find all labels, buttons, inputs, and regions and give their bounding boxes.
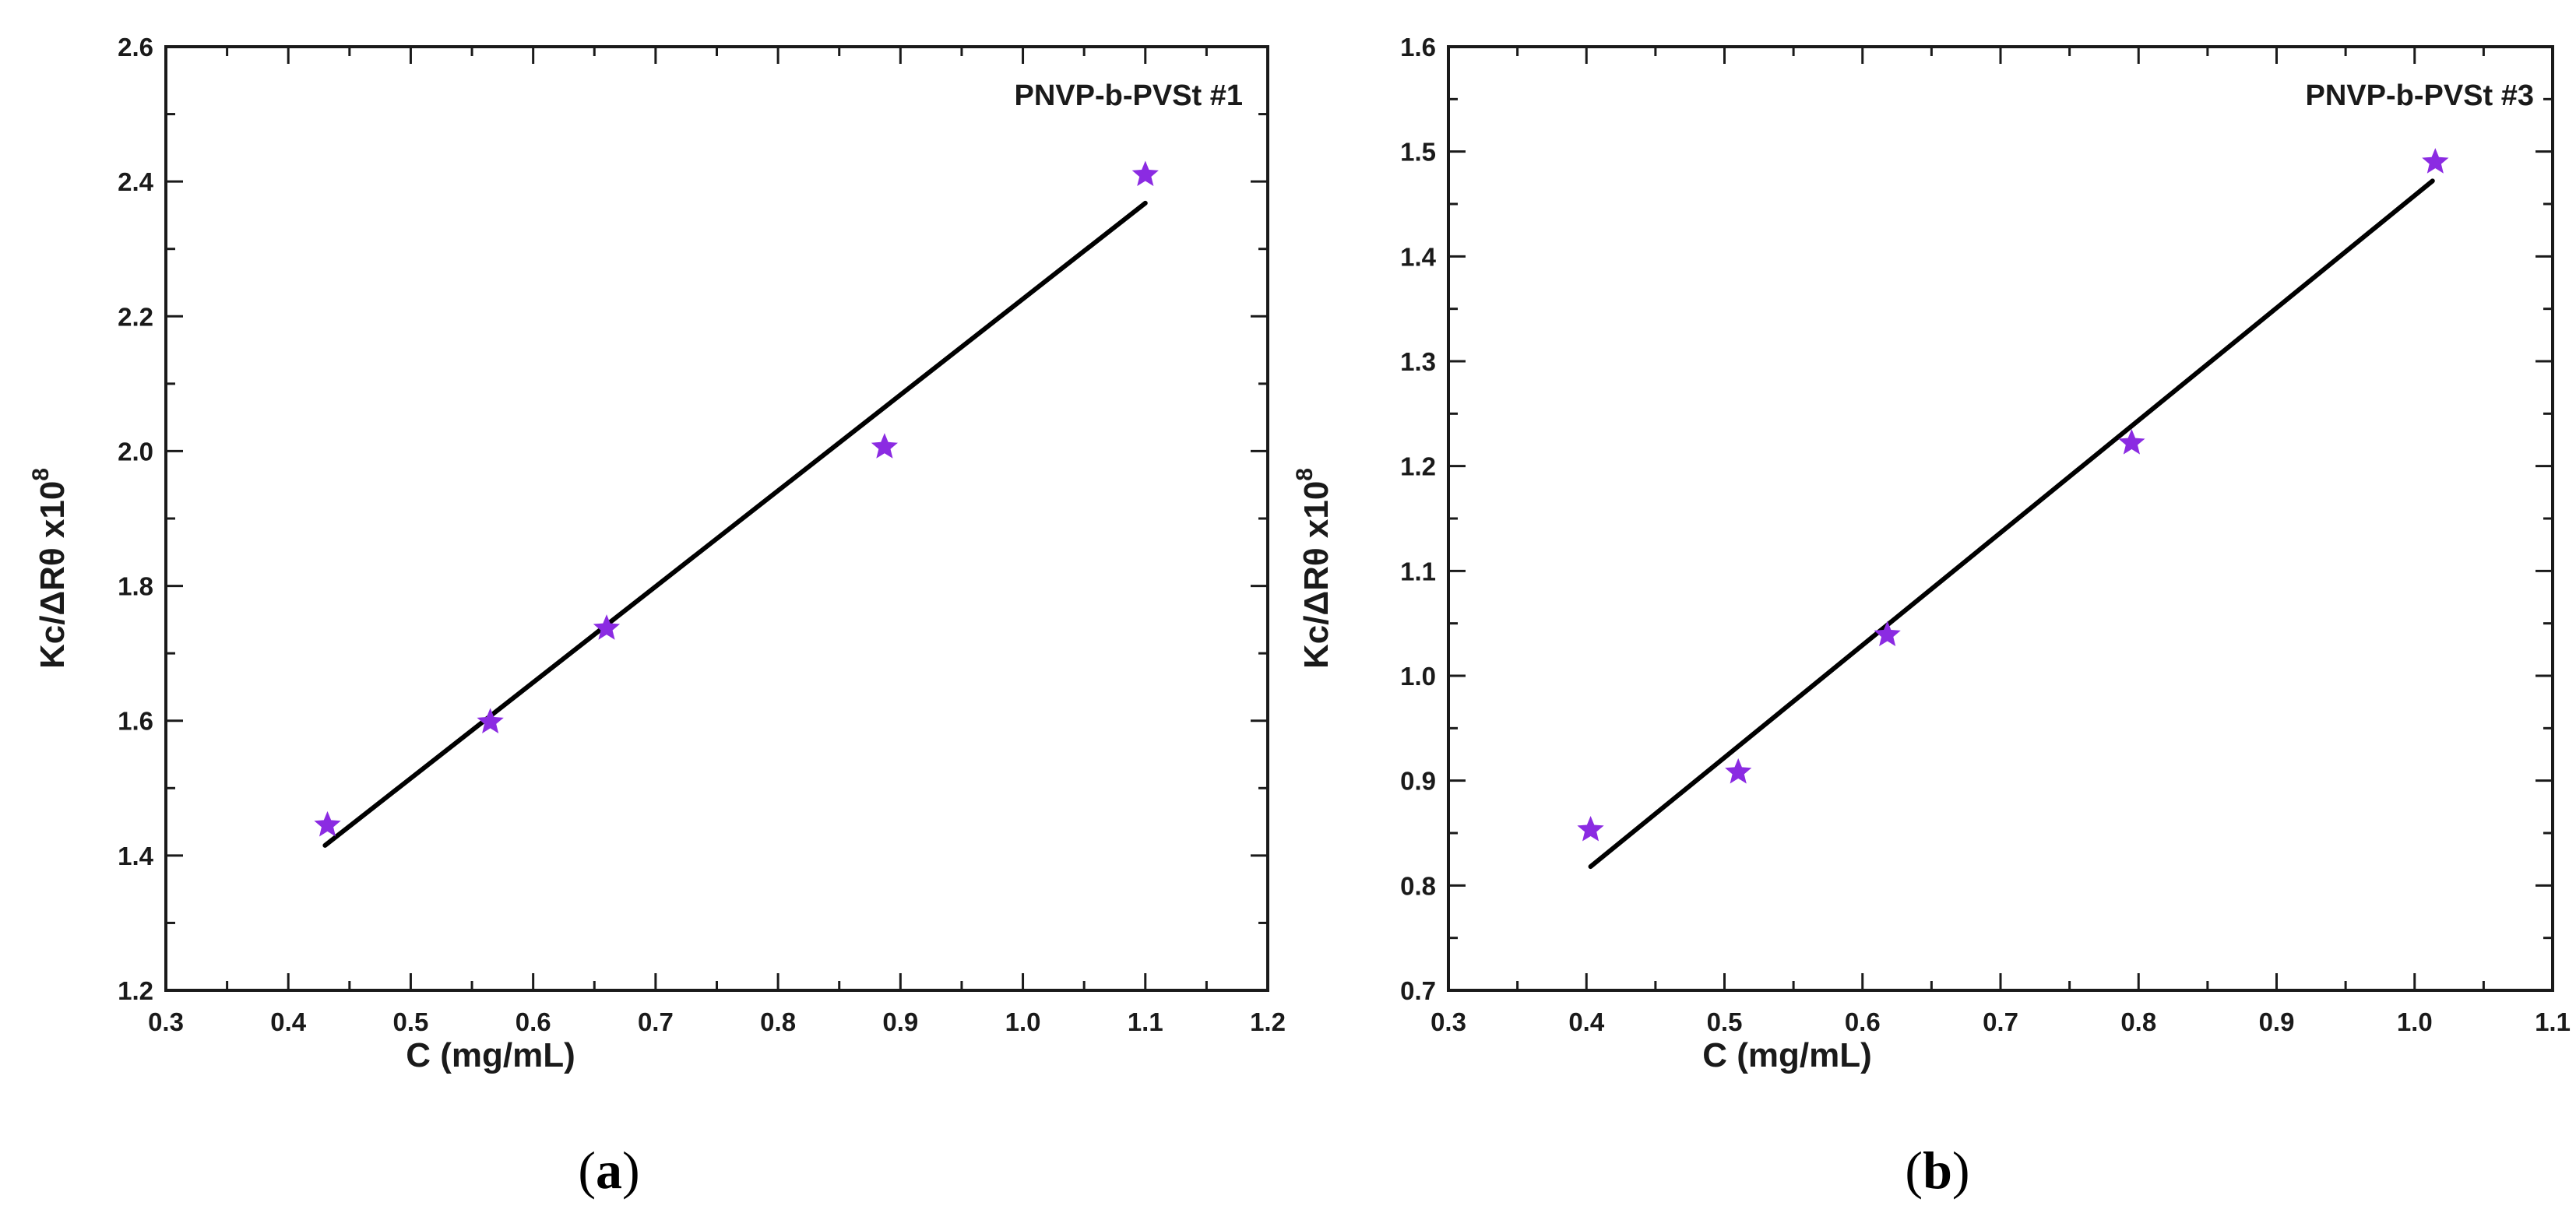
chart-a-x-tick-label: 0.3 (148, 1007, 184, 1036)
chart-b-data-point-1 (1577, 816, 1604, 842)
chart-b-y-tick-label: 1.2 (1400, 452, 1436, 481)
chart-a-y-tick-label: 2.6 (118, 33, 153, 62)
chart-b-y-tick-label: 0.9 (1400, 767, 1436, 796)
chart-b-y-axis-title-main: Kc/ΔRθ x10 (1297, 481, 1336, 669)
chart-b-y-tick-label: 1.4 (1400, 242, 1437, 271)
chart-a-data-point-1 (314, 810, 341, 837)
chart-b-data-point-5 (2422, 148, 2449, 174)
chart-panel-a: 0.3 0.4 0.5 0.6 0.7 0.8 0.9 1.0 1.1 1.2 1.2 1.4 1.6 1… (28, 33, 1286, 1200)
chart-b-y-tick-label: 1.5 (1400, 138, 1436, 167)
chart-a-data-point-2 (477, 708, 504, 733)
chart-b-y-axis-title: Kc/ΔRθ x108 (1292, 468, 1336, 669)
chart-b-x-tick-label: 0.6 (1845, 1007, 1881, 1036)
chart-b-x-tick-label: 0.7 (1983, 1007, 2018, 1036)
chart-b-x-tick-label: 0.4 (1568, 1007, 1605, 1036)
chart-b-x-tick-label: 0.5 (1707, 1007, 1743, 1036)
chart-b-x-tick-label: 1.0 (2397, 1007, 2433, 1036)
panel-a-caption-letter: a (596, 1141, 622, 1200)
chart-a-x-tick-label: 0.9 (882, 1007, 918, 1036)
chart-b-y-tick-label: 0.7 (1400, 976, 1436, 1005)
chart-a-fit-line (322, 200, 1148, 848)
chart-b-x-axis-title: C (mg/mL) (1702, 1036, 1872, 1074)
panel-b-caption: (b) (1905, 1141, 1969, 1200)
panel-b-caption-letter: b (1923, 1141, 1952, 1200)
chart-panel-b: 0.3 0.4 0.5 0.6 0.7 0.8 0.9 1.0 1.1 0.7 0.8 0.9 1.0 1… (1292, 33, 2571, 1200)
chart-b-data-point-4 (2118, 429, 2145, 455)
chart-a-x-tick-label: 0.8 (760, 1007, 796, 1036)
chart-a-y-tick-label: 1.4 (118, 842, 154, 870)
chart-a-y-tick-label: 1.8 (118, 572, 153, 601)
chart-a-x-tick-label: 1.1 (1128, 1007, 1163, 1036)
chart-a-y-tick-label: 2.0 (118, 437, 153, 466)
chart-a-x-tick-label: 0.7 (638, 1007, 674, 1036)
chart-b-y-tick-label: 0.8 (1400, 871, 1436, 900)
chart-a-data-point-3 (593, 614, 621, 640)
chart-a-x-tick-label: 1.2 (1250, 1007, 1286, 1036)
chart-a-data-point-5 (1131, 160, 1159, 186)
chart-a-x-axis-title: C (mg/mL) (406, 1036, 575, 1074)
chart-b-y-axis-title-exponent: 8 (1292, 468, 1318, 481)
chart-a-y-tick-label: 2.4 (118, 167, 154, 196)
chart-a-y-tick-label: 1.6 (118, 707, 153, 736)
chart-b-fit-line (1588, 178, 2435, 870)
chart-a-y-tick-label: 1.2 (118, 976, 153, 1005)
chart-b-annotation: PNVP-b-PVSt #3 (2305, 79, 2534, 112)
svg-text:Kc/ΔRθ x108: Kc/ΔRθ x108 (1292, 468, 1336, 669)
chart-a-y-axis-title: Kc/ΔRθ x108 (28, 468, 72, 669)
chart-a-plot-frame (164, 45, 1269, 992)
chart-a-y-tick-label: 2.2 (118, 302, 153, 331)
chart-b-y-tick-label: 1.3 (1400, 347, 1436, 376)
chart-b-x-tick-label: 1.1 (2535, 1007, 2571, 1036)
chart-b-y-tick-label: 1.1 (1400, 557, 1436, 585)
chart-a-x-tick-label: 1.0 (1005, 1007, 1041, 1036)
chart-b-data-point-3 (1874, 621, 1901, 646)
chart-a-annotation: PNVP-b-PVSt #1 (1014, 79, 1243, 112)
chart-b-x-tick-label: 0.8 (2120, 1007, 2156, 1036)
panel-a-caption: (a) (578, 1141, 639, 1200)
chart-a-x-tick-label: 0.4 (270, 1007, 307, 1036)
chart-a-x-tick-label: 0.6 (516, 1007, 551, 1036)
chart-a-y-axis-title-exponent: 8 (28, 468, 54, 481)
chart-b-x-tick-label: 0.3 (1431, 1007, 1466, 1036)
chart-a-y-axis-title-main: Kc/ΔRθ x10 (33, 481, 72, 669)
chart-b-x-tick-label: 0.9 (2259, 1007, 2295, 1036)
chart-b-y-tick-label: 1.0 (1400, 662, 1436, 691)
chart-a-data-point-4 (871, 433, 898, 459)
chart-b-data-point-2 (1725, 758, 1752, 784)
chart-a-x-tick-label: 0.5 (393, 1007, 429, 1036)
svg-text:Kc/ΔRθ x108: Kc/ΔRθ x108 (28, 468, 72, 669)
chart-b-y-tick-label: 1.6 (1400, 33, 1436, 62)
